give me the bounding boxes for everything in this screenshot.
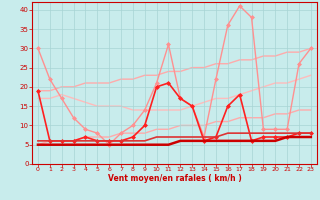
X-axis label: Vent moyen/en rafales ( km/h ): Vent moyen/en rafales ( km/h ) [108,174,241,183]
